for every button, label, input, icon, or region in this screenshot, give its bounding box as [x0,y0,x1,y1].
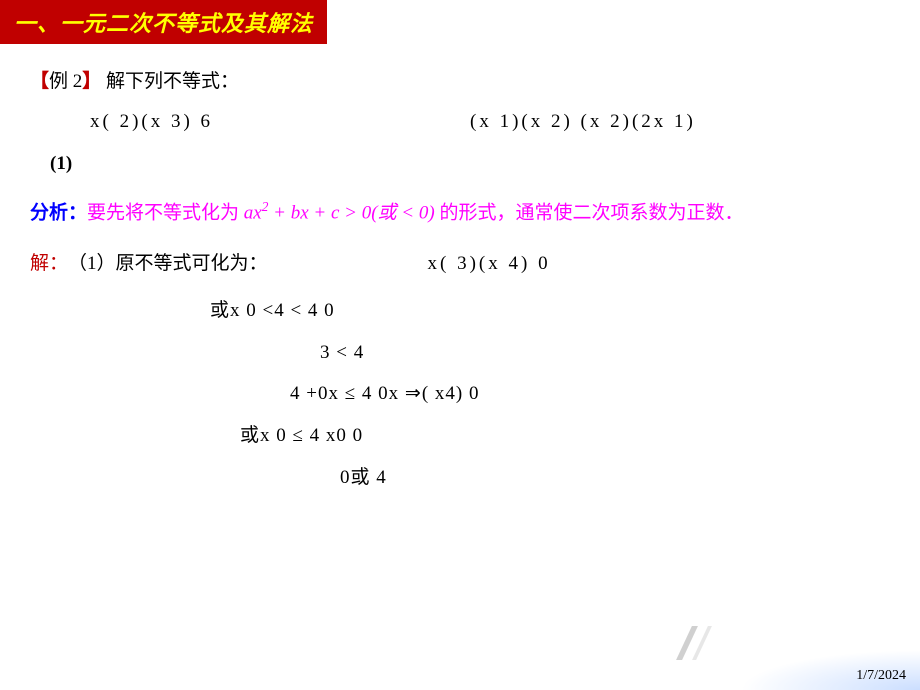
solution-label: 解： [30,246,68,282]
analysis-post: 的形式，通常使二次项系数为正数． [439,203,743,224]
section-title: 一、一元二次不等式及其解法 [0,0,327,44]
equation-1: x( 2)(x 3) 6 [90,104,470,140]
equation-2: (x 1)(x 2) (x 2)(2x 1) [470,104,696,140]
math-body: 或x 0 <4 < 4 0 3 < 4 4 +0x ≤ 4 0x ⇒( x4) … [210,290,890,499]
math-row: 0或 4 [340,457,890,499]
footer-date: 1/7/2024 [856,668,906,684]
math-row: 4 +0x ≤ 4 0x ⇒( x4) 0 [290,373,890,415]
math-row: 或x 0 ≤ 4 x0 0 [240,415,890,457]
example-number: 例 2 [49,71,82,92]
analysis-label: 分析： [30,203,87,224]
solution-side-eq: x( 3)(x 4) 0 [428,246,551,290]
solution-block: 解： （1）原不等式可化为： x( 3)(x 4) 0 或x 0 <4 < 4 … [30,246,890,499]
example-bracket-open: 【 [30,71,49,92]
analysis-formula-mid: + bx + c > 0(或 < 0) [268,203,439,224]
item-number-1: (1) [50,146,890,182]
analysis-pre: 要先将不等式化为 [87,203,244,224]
example-bracket-close: 】 [82,71,101,92]
solution-text: （1）原不等式可化为： [68,246,268,290]
math-row: 或x 0 <4 < 4 0 [210,290,890,332]
example-header: 【例 2】 解下列不等式： [30,64,890,100]
equation-row: x( 2)(x 3) 6 (x 1)(x 2) (x 2)(2x 1) [90,104,890,140]
math-row: 3 < 4 [320,332,890,374]
example-prompt: 解下列不等式： [106,71,239,92]
analysis-formula-a: ax [244,203,262,224]
analysis-line: 分析：要先将不等式化为 ax2 + bx + c > 0(或 < 0) 的形式，… [30,194,890,231]
slide-content: 【例 2】 解下列不等式： x( 2)(x 3) 6 (x 1)(x 2) (x… [0,44,920,499]
